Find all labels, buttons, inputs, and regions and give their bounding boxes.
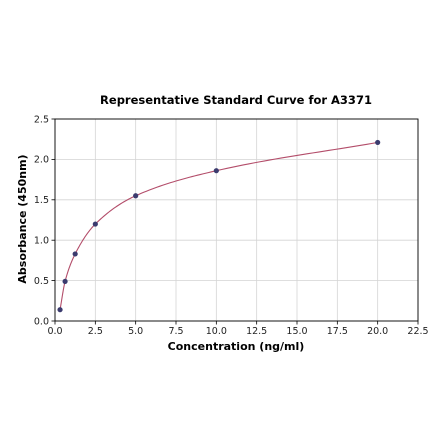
x-tick-labels: 0.0 2.5 5.0 7.5 10.0 12.5 15.0 17.5 20.0 22.5	[47, 326, 428, 337]
grid-lines	[54, 118, 419, 322]
y-tick-label: 2.5	[34, 114, 49, 125]
x-tick-label: 5.0	[128, 326, 143, 337]
x-tick-label: 20.0	[367, 326, 388, 337]
x-tick-label: 17.5	[327, 326, 348, 337]
x-tick-label: 15.0	[286, 326, 307, 337]
plot-frame	[54, 118, 419, 322]
data-point	[375, 139, 381, 146]
data-point	[92, 221, 98, 227]
y-tick-label: 0.0	[34, 316, 49, 327]
data-point	[133, 193, 139, 199]
data-point	[72, 251, 78, 257]
chart-title: Representative Standard Curve for A3371	[100, 93, 372, 107]
y-tick-label: 1.5	[34, 195, 49, 206]
x-tick-label: 0.0	[47, 326, 62, 337]
fit-curve	[59, 141, 378, 310]
tick-marks	[51, 118, 419, 325]
data-point	[62, 278, 68, 285]
y-tick-label: 1.0	[34, 236, 49, 247]
x-tick-label: 22.5	[407, 326, 428, 337]
x-tick-label: 2.5	[88, 326, 103, 337]
x-tick-label: 7.5	[168, 326, 183, 337]
y-tick-label: 2.0	[34, 155, 49, 166]
data-point	[57, 307, 63, 313]
y-axis-label: Absorbance (450nm)	[16, 154, 29, 283]
fit-curve-layer	[59, 141, 378, 310]
data-points	[57, 139, 381, 313]
y-tick-label: 0.5	[34, 276, 49, 287]
data-point	[213, 168, 219, 174]
x-tick-label: 10.0	[206, 326, 227, 337]
y-tick-labels: 0.0 0.5 1.0 1.5 2.0 2.5	[34, 114, 49, 327]
x-tick-label: 12.5	[246, 326, 267, 337]
x-axis-label: Concentration (ng/ml)	[168, 340, 305, 353]
